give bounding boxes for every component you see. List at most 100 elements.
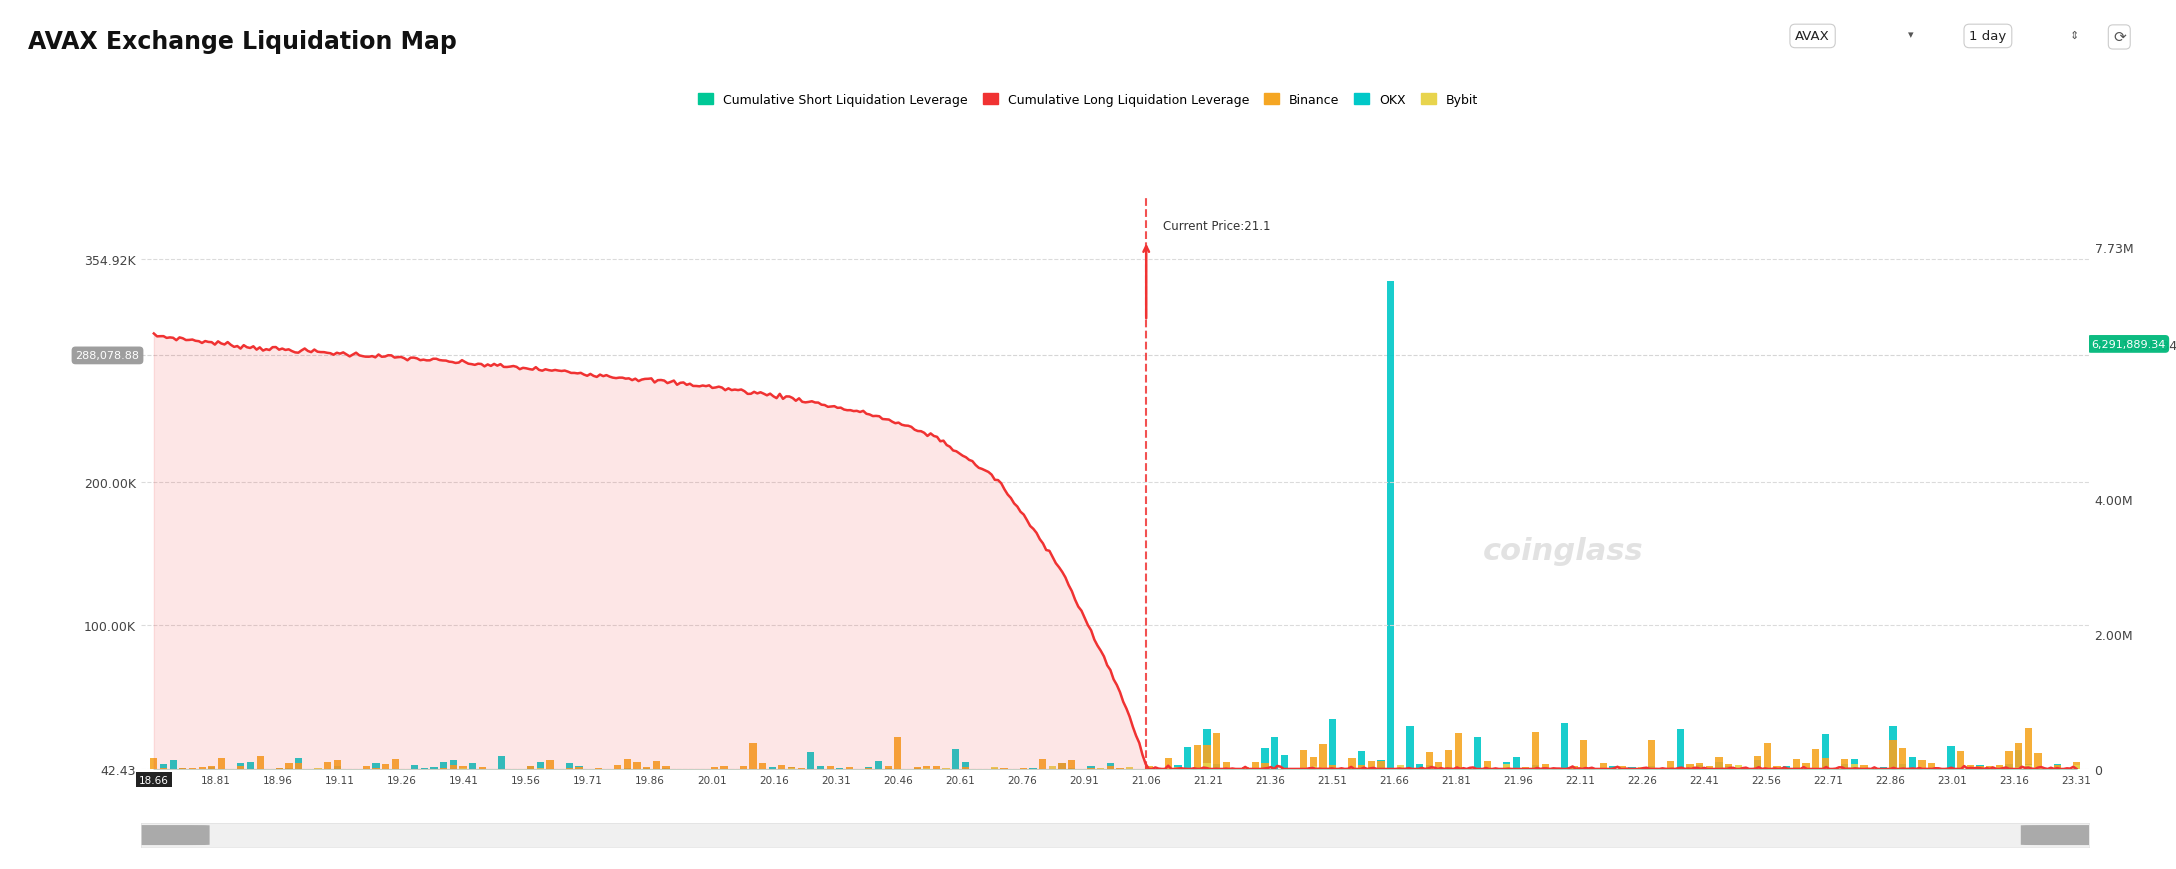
Text: ⟳: ⟳ <box>2113 30 2126 45</box>
Bar <box>1251 768 1260 769</box>
Bar <box>614 765 620 769</box>
Text: ▾: ▾ <box>1908 30 1915 40</box>
Bar <box>1386 282 1395 769</box>
Bar <box>1175 767 1182 769</box>
Bar <box>836 768 844 769</box>
Bar <box>1068 768 1075 769</box>
Bar <box>1330 766 1336 769</box>
Bar <box>1417 764 1423 769</box>
Bar <box>2015 767 2022 769</box>
Bar <box>2024 764 2032 769</box>
Text: Binance: Binance <box>311 490 359 503</box>
Bar <box>459 768 466 769</box>
Bar <box>1995 765 2002 769</box>
Bar <box>1058 763 1066 769</box>
Bar <box>990 767 999 769</box>
Bar <box>1599 764 1606 769</box>
Bar <box>1734 766 1743 769</box>
Bar <box>1900 764 1906 769</box>
Bar <box>1852 760 1858 769</box>
Bar <box>1619 766 1625 769</box>
Bar <box>1523 766 1530 769</box>
FancyBboxPatch shape <box>2022 826 2109 845</box>
Bar <box>1987 766 1993 769</box>
Bar <box>962 766 968 769</box>
Bar <box>1821 758 1830 769</box>
Text: AVAX Exchange Liquidation Map: AVAX Exchange Liquidation Map <box>28 30 457 55</box>
Bar <box>324 762 331 769</box>
Bar <box>1628 767 1636 769</box>
Legend: Cumulative Short Liquidation Leverage, Cumulative Long Liquidation Leverage, Bin: Cumulative Short Liquidation Leverage, C… <box>692 89 1484 112</box>
Bar <box>2035 767 2041 769</box>
Bar <box>1726 766 1732 769</box>
Bar <box>1203 746 1210 769</box>
Bar <box>990 767 999 769</box>
Bar <box>450 760 457 769</box>
Bar <box>218 759 224 769</box>
Bar <box>1956 751 1965 769</box>
Bar <box>170 760 176 769</box>
Bar <box>1184 747 1190 769</box>
Bar <box>209 766 215 769</box>
Bar <box>1793 767 1800 769</box>
Text: ⇕: ⇕ <box>2069 30 2078 40</box>
Bar <box>1900 748 1906 769</box>
Bar <box>392 760 398 769</box>
Bar <box>962 762 968 769</box>
Bar <box>749 743 757 769</box>
Bar <box>1271 738 1277 769</box>
Bar <box>159 764 168 769</box>
Bar <box>759 763 766 769</box>
Bar <box>1184 768 1190 769</box>
Bar <box>2006 764 2013 769</box>
Text: coinglass: coinglass <box>1482 537 1643 566</box>
Bar <box>566 763 572 769</box>
Bar <box>1319 744 1327 769</box>
Bar <box>1754 756 1760 769</box>
Bar <box>1282 755 1288 769</box>
Text: 288,078.88: 288,078.88 <box>76 351 139 361</box>
Bar <box>1715 757 1723 769</box>
Bar <box>1349 759 1356 769</box>
Bar <box>1678 766 1684 769</box>
Bar <box>2074 761 2080 769</box>
Bar <box>209 766 215 769</box>
Bar <box>1040 760 1047 769</box>
Bar <box>1793 760 1800 769</box>
Bar <box>1860 766 1867 769</box>
Bar <box>333 760 342 769</box>
Bar <box>1832 768 1839 769</box>
Bar <box>1782 766 1791 769</box>
Bar <box>1706 766 1713 769</box>
Bar <box>1212 733 1221 769</box>
Bar <box>1512 757 1519 769</box>
Bar <box>198 766 207 769</box>
Bar <box>1175 766 1182 769</box>
Bar <box>1330 719 1336 769</box>
Bar <box>1049 766 1055 769</box>
Bar <box>1454 733 1462 769</box>
Bar <box>1928 763 1934 769</box>
Bar <box>1754 760 1760 769</box>
Bar <box>2006 752 2013 769</box>
Bar <box>1445 750 1451 769</box>
Bar <box>740 766 746 769</box>
Bar <box>1976 765 1985 769</box>
Bar <box>1377 761 1384 769</box>
Bar <box>1212 765 1221 769</box>
Bar <box>431 767 437 769</box>
Bar <box>953 749 960 769</box>
Bar <box>720 766 727 769</box>
Bar <box>642 767 651 769</box>
Bar <box>1967 766 1974 769</box>
Bar <box>1484 761 1491 769</box>
Bar <box>1369 761 1375 769</box>
Bar <box>1647 740 1656 769</box>
Bar <box>246 762 255 769</box>
Text: 6,291,889.34: 6,291,889.34 <box>2091 340 2165 349</box>
Bar <box>1541 765 1549 769</box>
Bar <box>1813 749 1819 769</box>
Bar <box>625 759 631 769</box>
Bar <box>866 767 873 769</box>
Bar <box>1125 767 1134 769</box>
